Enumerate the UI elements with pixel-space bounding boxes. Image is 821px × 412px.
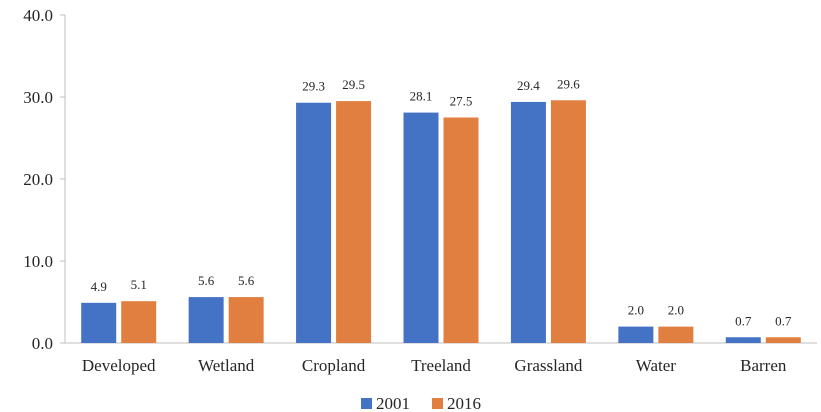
bar-2001-developed: [81, 302, 117, 343]
x-category-label: Treeland: [411, 356, 471, 375]
bar-2016-developed: [121, 301, 157, 343]
bar-2001-wetland: [188, 297, 224, 343]
bar-2016-treeland: [443, 117, 479, 343]
data-label: 2.0: [628, 303, 644, 318]
bar-2001-grassland: [510, 101, 546, 343]
x-category-label: Water: [636, 356, 676, 375]
x-category-label: Developed: [82, 356, 156, 375]
bar-2016-grassland: [550, 100, 586, 343]
data-label: 29.6: [557, 76, 580, 91]
data-label: 4.9: [91, 279, 107, 294]
bar-2016-water: [658, 326, 694, 343]
y-tick-label: 30.0: [23, 88, 53, 107]
y-tick-label: 20.0: [23, 170, 53, 189]
data-label: 29.3: [302, 79, 325, 94]
x-axis-categories: Developed Wetland Cropland Treeland Grasslan…: [82, 356, 787, 375]
y-tick-label: 10.0: [23, 252, 53, 271]
data-label: 5.1: [131, 277, 147, 292]
data-label: 0.7: [775, 313, 792, 328]
legend-swatch-2001: [361, 398, 372, 409]
bar-2001-cropland: [296, 102, 332, 344]
bar-2001-water: [618, 326, 654, 343]
x-category-label: Barren: [740, 356, 787, 375]
y-tick-label: 0.0: [32, 334, 53, 353]
x-category-label: Grassland: [514, 356, 582, 375]
bars: [81, 100, 801, 344]
bar-2001-treeland: [403, 112, 439, 343]
legend: 2001 2016: [361, 394, 481, 412]
legend-label: 2001: [376, 394, 410, 412]
data-label: 28.1: [410, 89, 433, 104]
data-label: 2.0: [668, 303, 684, 318]
legend-swatch-2016: [432, 398, 443, 409]
data-label: 29.4: [517, 78, 540, 93]
bar-2001-barren: [725, 337, 761, 343]
axes: [64, 15, 817, 344]
data-label: 5.6: [198, 273, 215, 288]
data-label: 27.5: [450, 94, 473, 109]
y-axis-ticks: 0.0 10.0 20.0 30.0 40.0: [23, 6, 65, 353]
bar-2016-cropland: [336, 101, 372, 343]
bar-2016-barren: [765, 337, 801, 343]
data-label: 5.6: [238, 273, 255, 288]
x-category-label: Wetland: [198, 356, 255, 375]
bar-2016-wetland: [228, 297, 264, 343]
data-labels: 4.9 5.1 5.6 5.6 29.3 29.5 28.1 27.5 29.4 29.6 2.0 2…: [91, 76, 792, 328]
y-tick-label: 40.0: [23, 6, 53, 25]
data-label: 29.5: [342, 77, 365, 92]
data-label: 0.7: [735, 313, 752, 328]
legend-label: 2016: [447, 394, 481, 412]
x-category-label: Cropland: [302, 356, 366, 375]
